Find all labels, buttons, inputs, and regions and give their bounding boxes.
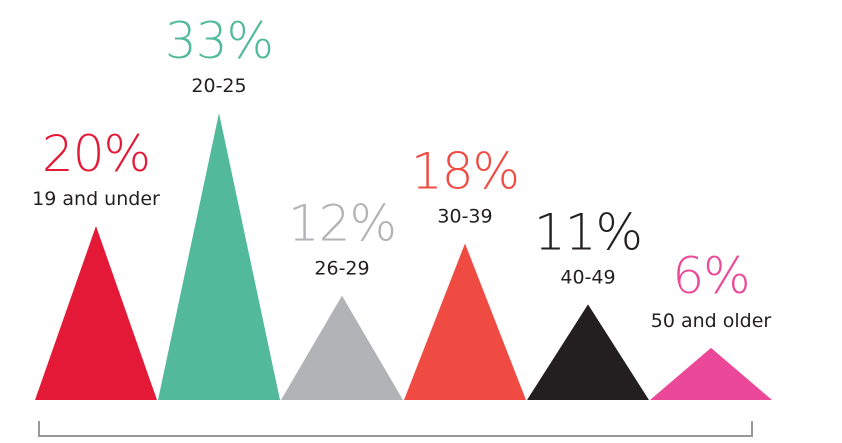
category-label: 40-49	[560, 266, 615, 288]
value-label: 12%	[288, 195, 396, 253]
triangle-mark	[35, 226, 157, 400]
value-label: 20%	[42, 125, 150, 183]
value-label: 11%	[534, 203, 642, 261]
triangle-mark	[650, 347, 772, 400]
chart-labels: 19 and under 20% 20-25 33% 26-29 12% 30-39 18% 4…	[32, 12, 771, 332]
triangle-mark	[527, 304, 649, 400]
bottom-bracket	[38, 421, 753, 437]
category-label: 20-25	[191, 75, 246, 97]
triangle-mark	[404, 243, 526, 400]
category-label: 30-39	[437, 205, 492, 227]
category-label: 50 and older	[651, 310, 772, 332]
triangle-mark	[281, 295, 403, 400]
value-label: 33%	[165, 12, 273, 70]
triangle-mark	[158, 113, 280, 400]
value-label: 6%	[672, 247, 749, 305]
category-label: 19 and under	[32, 188, 160, 210]
value-label: 18%	[411, 142, 519, 200]
category-label: 26-29	[314, 258, 369, 280]
triangle-marks	[35, 113, 772, 400]
